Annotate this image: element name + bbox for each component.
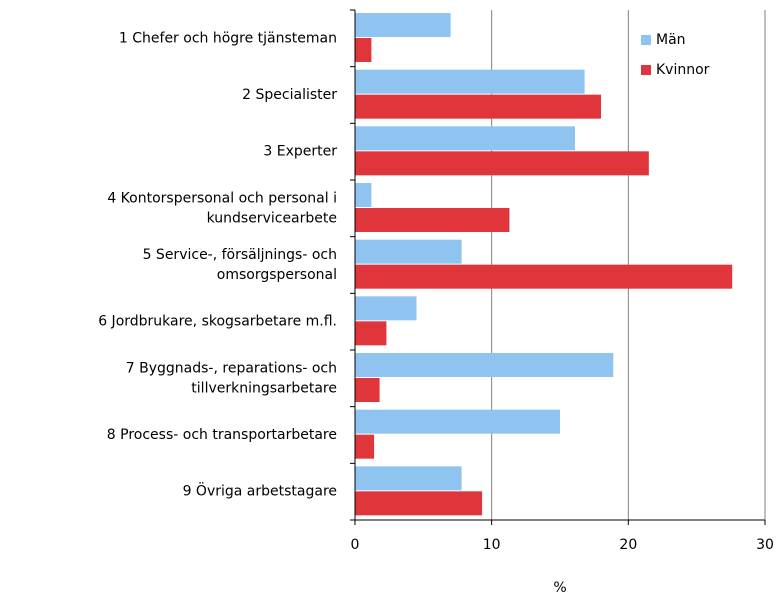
x-axis-label: %	[553, 580, 566, 596]
bar	[355, 183, 372, 207]
y-tick-label: 4 Kontorspersonal och personal i kundserv…	[107, 190, 337, 226]
x-tick-label: 0	[351, 537, 360, 553]
bar	[355, 434, 375, 459]
x-tick-label: 10	[483, 537, 501, 553]
bar	[355, 466, 462, 491]
x-tick-label: 30	[756, 537, 774, 553]
bar	[355, 353, 614, 377]
bar	[355, 208, 510, 232]
label-line: 4 Kontorspersonal och personal i	[107, 190, 337, 206]
bar	[355, 378, 380, 402]
legend-label: Kvinnor	[656, 62, 710, 78]
bar	[355, 126, 576, 151]
label-line: 5 Service-, försäljnings- och	[143, 247, 337, 263]
y-tick-label: 9 Övriga arbetstagare	[183, 482, 337, 500]
y-tick-label: 1 Chefer och högre tjänsteman	[119, 30, 337, 46]
bar	[355, 239, 462, 264]
bar	[355, 491, 483, 516]
label-line: tillverkningsarbetare	[191, 380, 337, 396]
bar	[355, 38, 372, 62]
legend-swatch	[641, 65, 651, 75]
label-line: omsorgspersonal	[217, 267, 337, 283]
label-line: kundservicearbete	[207, 210, 337, 226]
y-tick-label: 2 Specialister	[242, 87, 337, 103]
label-line: 6 Jordbrukare, skogsarbetare m.fl.	[98, 314, 337, 330]
bar	[355, 151, 649, 176]
bar	[355, 296, 417, 321]
label-line: 7 Byggnads-, reparations- och	[126, 360, 337, 376]
y-tick-label: 3 Experter	[263, 144, 337, 160]
legend-label: Män	[656, 32, 686, 48]
label-line: 8 Process- och transportarbetare	[107, 427, 337, 443]
y-tick-label: 8 Process- och transportarbetare	[107, 427, 337, 443]
legend-swatch	[641, 35, 651, 45]
label-line: 1 Chefer och högre tjänsteman	[119, 30, 337, 46]
bar	[355, 321, 387, 346]
bar	[355, 264, 733, 289]
x-tick-label: 20	[619, 537, 637, 553]
label-line: 9 Övriga arbetstagare	[183, 482, 337, 500]
y-tick-label: 6 Jordbrukare, skogsarbetare m.fl.	[98, 314, 337, 330]
label-line: 2 Specialister	[242, 87, 337, 103]
bar	[355, 13, 451, 37]
bar	[355, 94, 601, 119]
bar	[355, 409, 560, 434]
y-tick-label: 5 Service-, försäljnings- och omsorgspers…	[143, 247, 337, 283]
label-line: 3 Experter	[263, 144, 337, 160]
bar	[355, 69, 585, 94]
y-tick-label: 7 Byggnads-, reparations- och tillverknin…	[126, 360, 337, 396]
